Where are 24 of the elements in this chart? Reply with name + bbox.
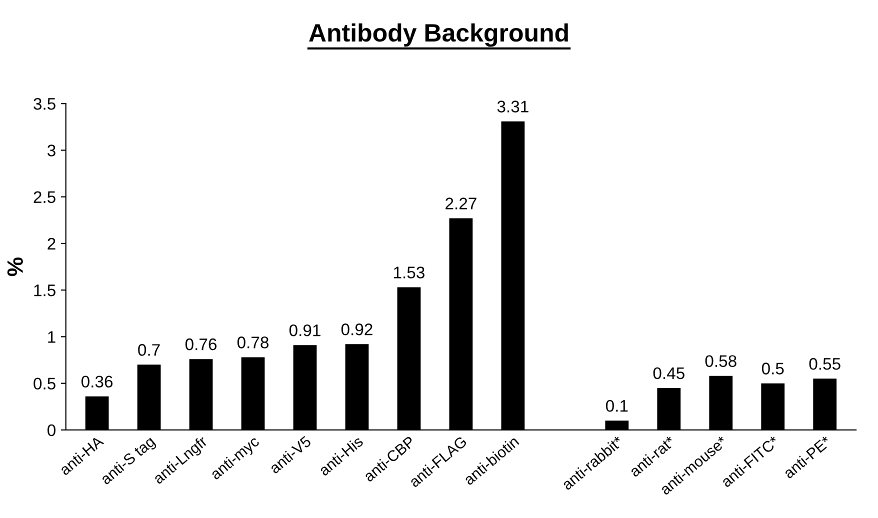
data-label: 0.45	[653, 367, 684, 380]
data-label: 1.53	[394, 266, 424, 278]
data-label: 0.5	[762, 362, 784, 374]
data-label: 2.27	[446, 198, 476, 210]
y-tick-label: 3.5	[34, 98, 56, 110]
data-label: 0.58	[705, 355, 736, 368]
y-axis-title: %	[7, 257, 23, 276]
y-tick-label: 1	[48, 331, 56, 343]
data-label: 0.76	[185, 338, 217, 350]
y-tick-label: 2.5	[34, 191, 56, 204]
chart-title: Antibody Background	[309, 23, 568, 47]
y-tick-label: 3	[47, 144, 56, 156]
data-label: 0.1	[606, 400, 628, 412]
y-tick-label: 2	[48, 238, 56, 250]
data-label: 0.78	[237, 336, 268, 348]
data-label: 0.7	[138, 344, 160, 356]
data-label: 3.31	[497, 100, 528, 112]
y-tick-label: 0.5	[34, 378, 56, 390]
data-label: 0.91	[289, 324, 320, 336]
data-label: 0.36	[81, 376, 113, 388]
y-tick-label: 0	[48, 424, 56, 436]
y-tick-label: 1.5	[34, 284, 56, 296]
data-label: 0.55	[809, 358, 840, 370]
data-label: 0.92	[341, 324, 372, 336]
